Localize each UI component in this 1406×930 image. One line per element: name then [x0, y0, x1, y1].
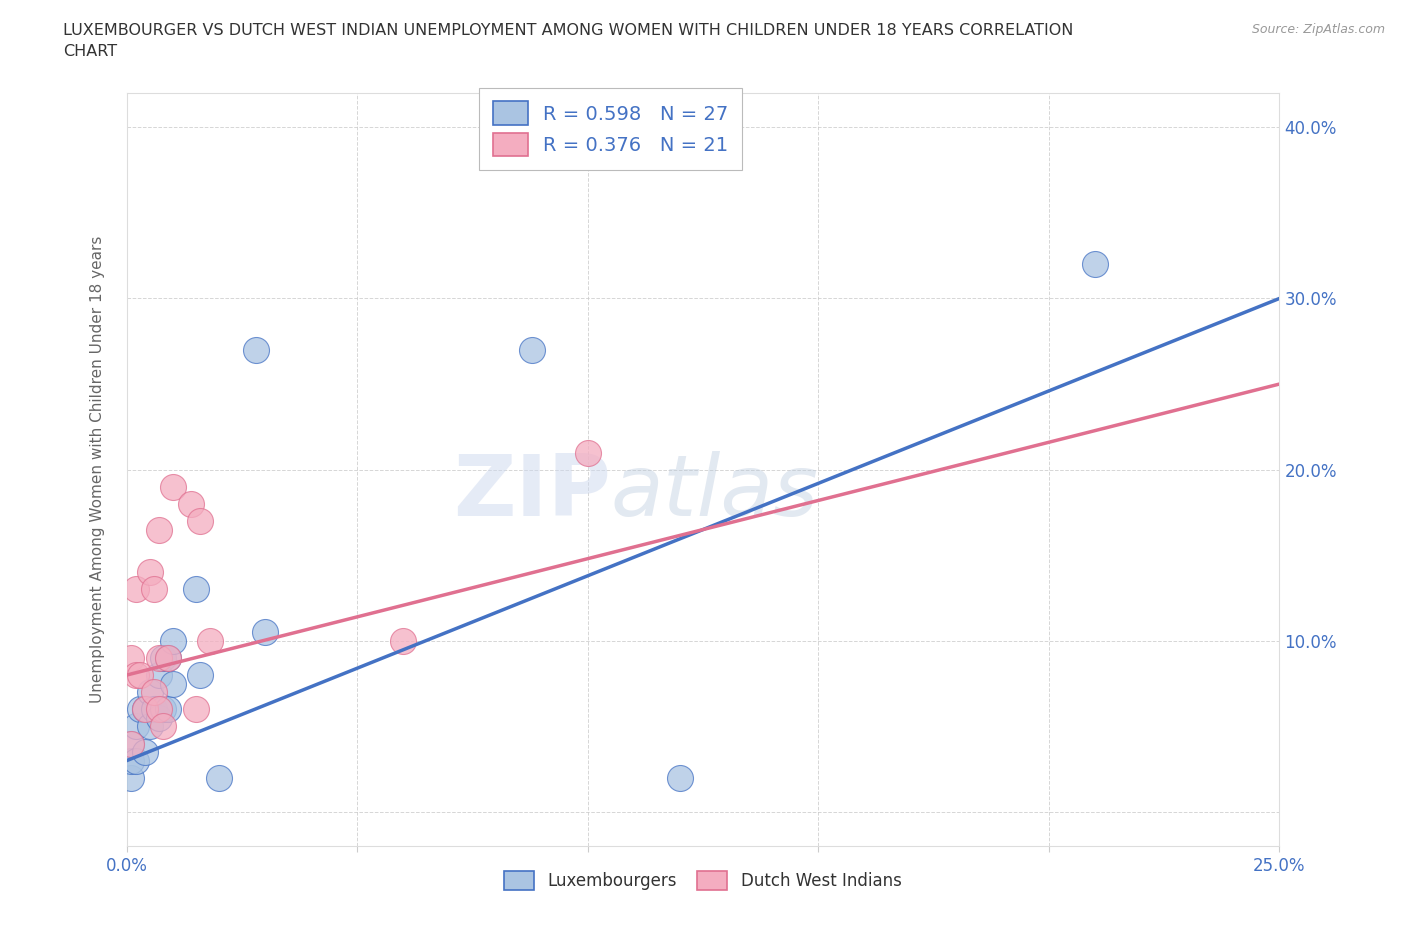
Point — [120, 737, 142, 751]
Point — [188, 668, 211, 683]
Point — [148, 668, 170, 683]
Point — [188, 513, 211, 528]
Point — [134, 702, 156, 717]
Point — [143, 684, 166, 699]
Point — [184, 702, 207, 717]
Text: Source: ZipAtlas.com: Source: ZipAtlas.com — [1251, 23, 1385, 36]
Point — [120, 753, 142, 768]
Point — [208, 770, 231, 785]
Legend: Luxembourgers, Dutch West Indians: Luxembourgers, Dutch West Indians — [496, 862, 910, 898]
Point — [143, 582, 166, 597]
Text: atlas: atlas — [610, 451, 818, 534]
Point — [134, 702, 156, 717]
Point — [138, 684, 160, 699]
Y-axis label: Unemployment Among Women with Children Under 18 years: Unemployment Among Women with Children U… — [90, 236, 105, 703]
Point — [157, 651, 180, 666]
Point — [152, 702, 174, 717]
Point — [1084, 257, 1107, 272]
Point — [245, 342, 267, 357]
Point — [125, 719, 148, 734]
Point — [198, 633, 221, 648]
Point — [125, 582, 148, 597]
Point — [162, 633, 184, 648]
Point — [253, 625, 276, 640]
Point — [148, 522, 170, 537]
Point — [157, 651, 180, 666]
Point — [134, 745, 156, 760]
Point — [129, 702, 152, 717]
Point — [148, 651, 170, 666]
Point — [180, 497, 202, 512]
Point — [138, 565, 160, 579]
Point — [125, 668, 148, 683]
Point — [152, 719, 174, 734]
Point — [129, 668, 152, 683]
Text: LUXEMBOURGER VS DUTCH WEST INDIAN UNEMPLOYMENT AMONG WOMEN WITH CHILDREN UNDER 1: LUXEMBOURGER VS DUTCH WEST INDIAN UNEMPL… — [63, 23, 1074, 38]
Point — [669, 770, 692, 785]
Point — [120, 651, 142, 666]
Point — [125, 753, 148, 768]
Point — [120, 737, 142, 751]
Point — [138, 719, 160, 734]
Point — [162, 479, 184, 494]
Point — [157, 702, 180, 717]
Point — [392, 633, 415, 648]
Text: CHART: CHART — [63, 44, 117, 59]
Point — [162, 676, 184, 691]
Point — [576, 445, 599, 460]
Point — [148, 711, 170, 725]
Point — [522, 342, 544, 357]
Point — [152, 651, 174, 666]
Text: ZIP: ZIP — [453, 451, 610, 534]
Point — [120, 770, 142, 785]
Point — [184, 582, 207, 597]
Point — [148, 702, 170, 717]
Point — [143, 702, 166, 717]
